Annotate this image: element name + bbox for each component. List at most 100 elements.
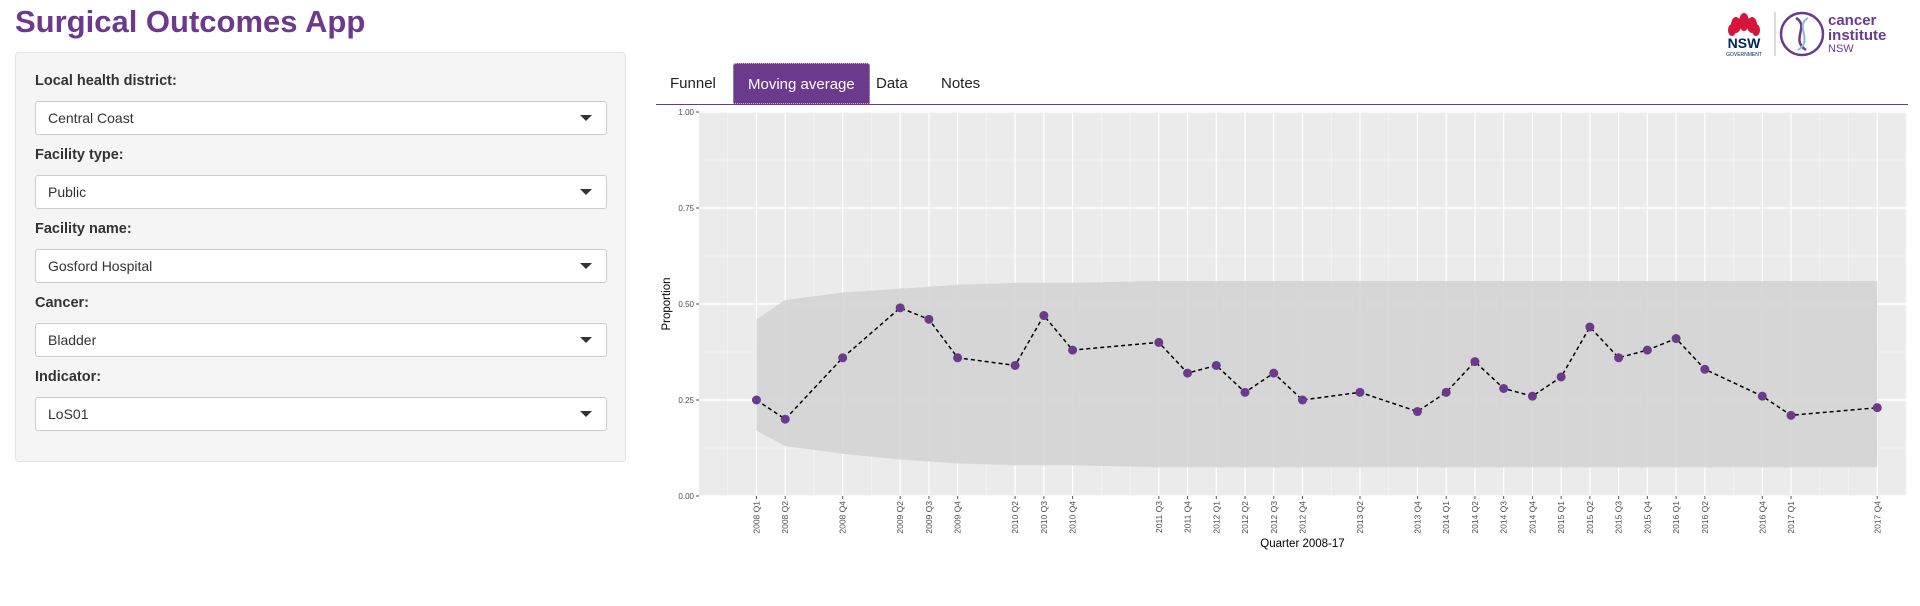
x-tick-label: 2013 Q2 [1355, 501, 1365, 534]
data-point [1786, 410, 1796, 420]
cancer-value: Bladder [48, 332, 97, 348]
y-tick-label: 1.00 [678, 108, 694, 117]
x-tick-label: 2009 Q3 [924, 501, 934, 534]
moving-average-chart: 0.00 0.25 0.50 0.75 1.00 2008 Q1 2008 Q2 2008 Q… [661, 108, 1907, 550]
data-point [895, 303, 905, 313]
tab-notes[interactable]: Notes [941, 75, 981, 92]
chevron-down-icon [580, 411, 592, 417]
x-tick-label: 2010 Q3 [1039, 501, 1049, 534]
data-point [780, 414, 790, 424]
tab-moving-average[interactable]: Moving average [733, 63, 870, 104]
cancer-institute-icon [1779, 11, 1825, 57]
data-point [751, 395, 761, 405]
district-select[interactable]: Central Coast [35, 101, 607, 135]
data-point [1671, 334, 1681, 344]
data-point [838, 353, 848, 363]
cancer-institute-line3: NSW [1828, 43, 1854, 55]
x-tick-label: 2010 Q2 [1010, 501, 1020, 534]
x-tick-label: 2017 Q4 [1872, 501, 1882, 534]
cancer-institute-line1: cancer [1828, 12, 1877, 29]
facility-type-select[interactable]: Public [35, 175, 607, 209]
x-tick-label: 2012 Q1 [1211, 501, 1221, 534]
x-tick-label: 2008 Q2 [780, 501, 790, 534]
x-tick-label: 2016 Q1 [1671, 501, 1681, 534]
district-label: Local health district: [35, 73, 177, 89]
district-field: Local health district: Central Coast [35, 73, 607, 135]
x-tick-label: 2013 Q4 [1412, 501, 1422, 534]
data-point [1010, 360, 1020, 370]
filter-panel: Local health district: Central Coast Fac… [15, 52, 626, 462]
data-point [1700, 364, 1710, 374]
data-point [953, 353, 963, 363]
tab-data[interactable]: Data [876, 75, 908, 92]
nsw-wordmark: NSW [1728, 35, 1761, 51]
indicator-label: Indicator: [35, 369, 102, 385]
y-axis-title: Proportion [661, 277, 673, 330]
y-tick-label: 0.00 [678, 492, 694, 501]
cancer-institute-line2: institute [1828, 27, 1886, 44]
data-point [1527, 391, 1537, 401]
x-tick-label: 2014 Q1 [1441, 501, 1451, 534]
x-tick-label: 2008 Q4 [838, 501, 848, 534]
chart-area: 0.00 0.25 0.50 0.75 1.00 2008 Q1 2008 Q2 2008 Q… [656, 108, 1912, 558]
indicator-field: Indicator: LoS01 [35, 369, 607, 431]
facility-name-field: Facility name: Gosford Hospital [35, 221, 607, 283]
x-tick-label: 2011 Q3 [1154, 501, 1164, 533]
data-point [1355, 387, 1365, 397]
x-tick-label: 2015 Q1 [1556, 501, 1566, 534]
x-tick-label: 2015 Q4 [1642, 501, 1652, 534]
x-tick-label: 2017 Q1 [1786, 501, 1796, 534]
x-tick-label: 2010 Q4 [1068, 501, 1078, 534]
x-tick-label: 2009 Q2 [895, 501, 905, 534]
x-tick-label: 2012 Q4 [1298, 501, 1308, 534]
data-point [1585, 322, 1595, 332]
data-point [1269, 368, 1279, 378]
data-point [1642, 345, 1652, 355]
x-tick-label: 2014 Q3 [1499, 501, 1509, 534]
y-tick-label: 0.50 [678, 300, 694, 309]
nsw-waratah-icon [1728, 13, 1760, 36]
facility-type-value: Public [48, 184, 87, 200]
data-point [1872, 403, 1882, 413]
data-point [1211, 360, 1221, 370]
facility-type-field: Facility type: Public [35, 147, 607, 209]
x-tick-label: 2014 Q2 [1470, 501, 1480, 534]
tab-funnel[interactable]: Funnel [670, 75, 716, 92]
x-tick-label: 2014 Q4 [1527, 501, 1537, 534]
data-point [1470, 357, 1480, 367]
data-point [1614, 353, 1624, 363]
facility-name-value: Gosford Hospital [48, 258, 153, 274]
x-tick-label: 2009 Q4 [953, 501, 963, 534]
cancer-label: Cancer: [35, 295, 89, 311]
chevron-down-icon [580, 115, 592, 121]
data-point [1298, 395, 1307, 405]
y-tick-label: 0.25 [678, 396, 694, 405]
data-point [1154, 337, 1164, 347]
data-point [1556, 372, 1566, 382]
cancer-select[interactable]: Bladder [35, 323, 607, 357]
nsw-government-text: GOVERNMENT [1726, 52, 1762, 58]
indicator-select[interactable]: LoS01 [35, 397, 607, 431]
x-tick-label: 2015 Q2 [1585, 501, 1595, 534]
x-tick-label: 2016 Q4 [1757, 501, 1767, 534]
x-tick-label: 2008 Q1 [751, 501, 761, 534]
x-tick-label: 2012 Q3 [1269, 501, 1279, 534]
chevron-down-icon [580, 189, 592, 195]
data-point [924, 314, 934, 324]
data-point [1499, 383, 1509, 393]
chevron-down-icon [580, 337, 592, 343]
x-axis-title: Quarter 2008-17 [1260, 538, 1344, 550]
data-point [1757, 391, 1767, 401]
district-value: Central Coast [48, 110, 134, 126]
indicator-value: LoS01 [48, 406, 89, 422]
x-tick-label: 2015 Q3 [1614, 501, 1624, 534]
x-tick-label: 2011 Q4 [1183, 501, 1193, 533]
data-point [1068, 345, 1078, 355]
data-point [1412, 407, 1422, 417]
x-tick-label: 2012 Q2 [1240, 501, 1250, 534]
facility-name-select[interactable]: Gosford Hospital [35, 249, 607, 283]
cancer-field: Cancer: Bladder [35, 295, 607, 357]
data-point [1240, 387, 1250, 397]
tab-bar: Funnel Moving average Data Notes [656, 63, 1908, 105]
y-tick-label: 0.75 [678, 204, 694, 213]
